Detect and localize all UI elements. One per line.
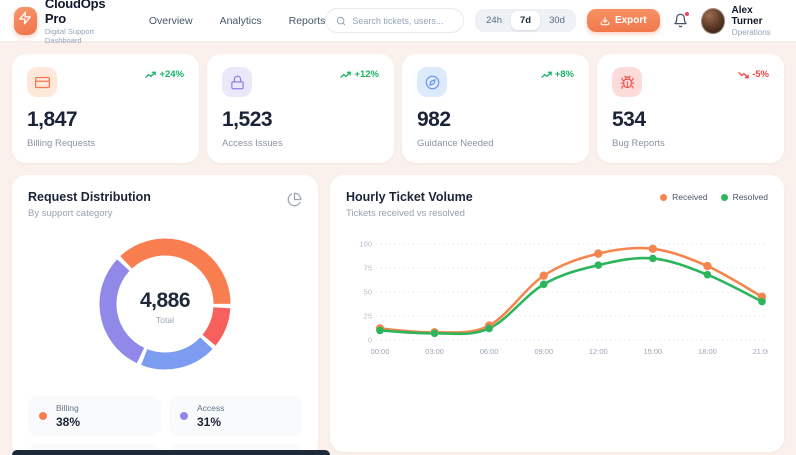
svg-text:15:00: 15:00 <box>643 347 662 356</box>
user-name: Alex Turner <box>731 4 763 27</box>
svg-text:21:00: 21:00 <box>753 347 768 356</box>
main-nav: Overview Analytics Reports <box>149 15 326 27</box>
search-input[interactable] <box>352 15 454 26</box>
stat-value: 982 <box>417 108 451 131</box>
legend-resolved: Resolved <box>720 192 768 202</box>
range-7d[interactable]: 7d <box>510 11 541 30</box>
lightning-icon <box>18 11 32 30</box>
stat-card-bugs: -5% 534 Bug Reports <box>597 54 784 163</box>
app-subtitle: Digital Support Dashboard <box>44 27 95 45</box>
nav-analytics[interactable]: Analytics <box>219 14 262 27</box>
below-fold-dark-panel-edge <box>12 450 330 455</box>
legend-item-billing: Billing 38% <box>28 396 161 436</box>
stat-label: Guidance Needed <box>417 138 494 149</box>
brand: CloudOps Pro Digital Support Dashboard <box>14 0 117 45</box>
stat-label: Access Issues <box>222 138 283 149</box>
panel-subtitle: Tickets received vs resolved <box>346 208 465 219</box>
trend-badge: +8% <box>540 69 574 80</box>
app-header: CloudOps Pro Digital Support Dashboard O… <box>0 0 796 45</box>
svg-text:06:00: 06:00 <box>480 347 499 356</box>
app-logo[interactable] <box>14 6 37 35</box>
compass-icon <box>425 75 440 90</box>
stat-value: 1,847 <box>27 108 78 131</box>
stat-value: 1,523 <box>222 108 273 131</box>
credit-card-icon <box>34 75 50 90</box>
trend-down-icon <box>738 71 749 79</box>
trend-up-icon <box>145 71 157 79</box>
stat-value: 534 <box>612 108 646 131</box>
trend-badge: +12% <box>340 69 379 80</box>
notifications-button[interactable] <box>673 11 690 28</box>
svg-text:50: 50 <box>364 288 372 297</box>
received-dot <box>660 193 668 201</box>
request-distribution-panel: Request Distribution By support category… <box>12 175 318 455</box>
unread-badge <box>683 11 690 17</box>
time-range-switcher: 24h 7d 30d <box>475 9 576 32</box>
svg-text:03:00: 03:00 <box>425 347 444 356</box>
export-button[interactable]: Export <box>586 9 660 32</box>
user-menu[interactable]: Alex Turner Operations <box>700 4 782 37</box>
stat-cards-row: +24% 1,847 Billing Requests +12% <box>12 54 784 163</box>
nav-overview[interactable]: Overview <box>148 14 193 27</box>
search-icon <box>336 16 346 26</box>
distribution-legend: Billing 38% Access 31% Guidance 20% <box>28 396 302 455</box>
panel-subtitle: By support category <box>28 208 113 219</box>
trend-badge: -5% <box>738 69 769 80</box>
donut-chart: 4,886 Total <box>90 229 240 384</box>
avatar <box>700 7 725 34</box>
trend-badge: +24% <box>145 69 184 80</box>
user-role: Operations <box>731 27 771 37</box>
svg-text:00:00: 00:00 <box>371 347 390 356</box>
resolved-dot <box>720 193 728 201</box>
bell-icon <box>673 13 688 28</box>
nav-reports[interactable]: Reports <box>288 14 326 27</box>
svg-text:18:00: 18:00 <box>698 347 717 356</box>
stat-label: Billing Requests <box>27 138 96 149</box>
svg-text:12:00: 12:00 <box>589 347 608 356</box>
range-30d[interactable]: 30d <box>540 11 574 30</box>
range-24h[interactable]: 24h <box>477 11 511 30</box>
hourly-ticket-volume-panel: Hourly Ticket Volume Tickets received vs… <box>330 175 784 452</box>
stat-card-access: +12% 1,523 Access Issues <box>207 54 394 163</box>
bug-icon <box>620 75 635 90</box>
stat-card-billing: +24% 1,847 Billing Requests <box>12 54 199 163</box>
pie-chart-icon <box>287 192 302 207</box>
svg-text:0: 0 <box>368 336 372 345</box>
trend-up-icon <box>540 71 552 79</box>
panel-title: Hourly Ticket Volume <box>346 190 473 204</box>
trend-up-icon <box>340 71 352 79</box>
line-chart-legend: Received Resolved <box>660 192 768 202</box>
app-title: CloudOps Pro <box>44 0 106 26</box>
lock-icon <box>230 75 245 90</box>
svg-text:09:00: 09:00 <box>534 347 553 356</box>
legend-received: Received <box>660 192 708 202</box>
svg-text:75: 75 <box>364 264 372 273</box>
search-box <box>325 8 465 33</box>
panel-title: Request Distribution <box>28 190 151 204</box>
download-icon <box>600 16 610 26</box>
stat-card-guidance: +8% 982 Guidance Needed <box>402 54 589 163</box>
legend-item-access: Access 31% <box>169 396 302 436</box>
svg-text:25: 25 <box>364 312 372 321</box>
billing-dot <box>39 412 47 420</box>
access-dot <box>180 412 188 420</box>
line-chart: 0 25 50 75 100 00:00 03:00 06:00 09:00 12:00 15:00… <box>359 240 768 357</box>
stat-label: Bug Reports <box>612 138 665 149</box>
svg-text:100: 100 <box>359 240 372 249</box>
